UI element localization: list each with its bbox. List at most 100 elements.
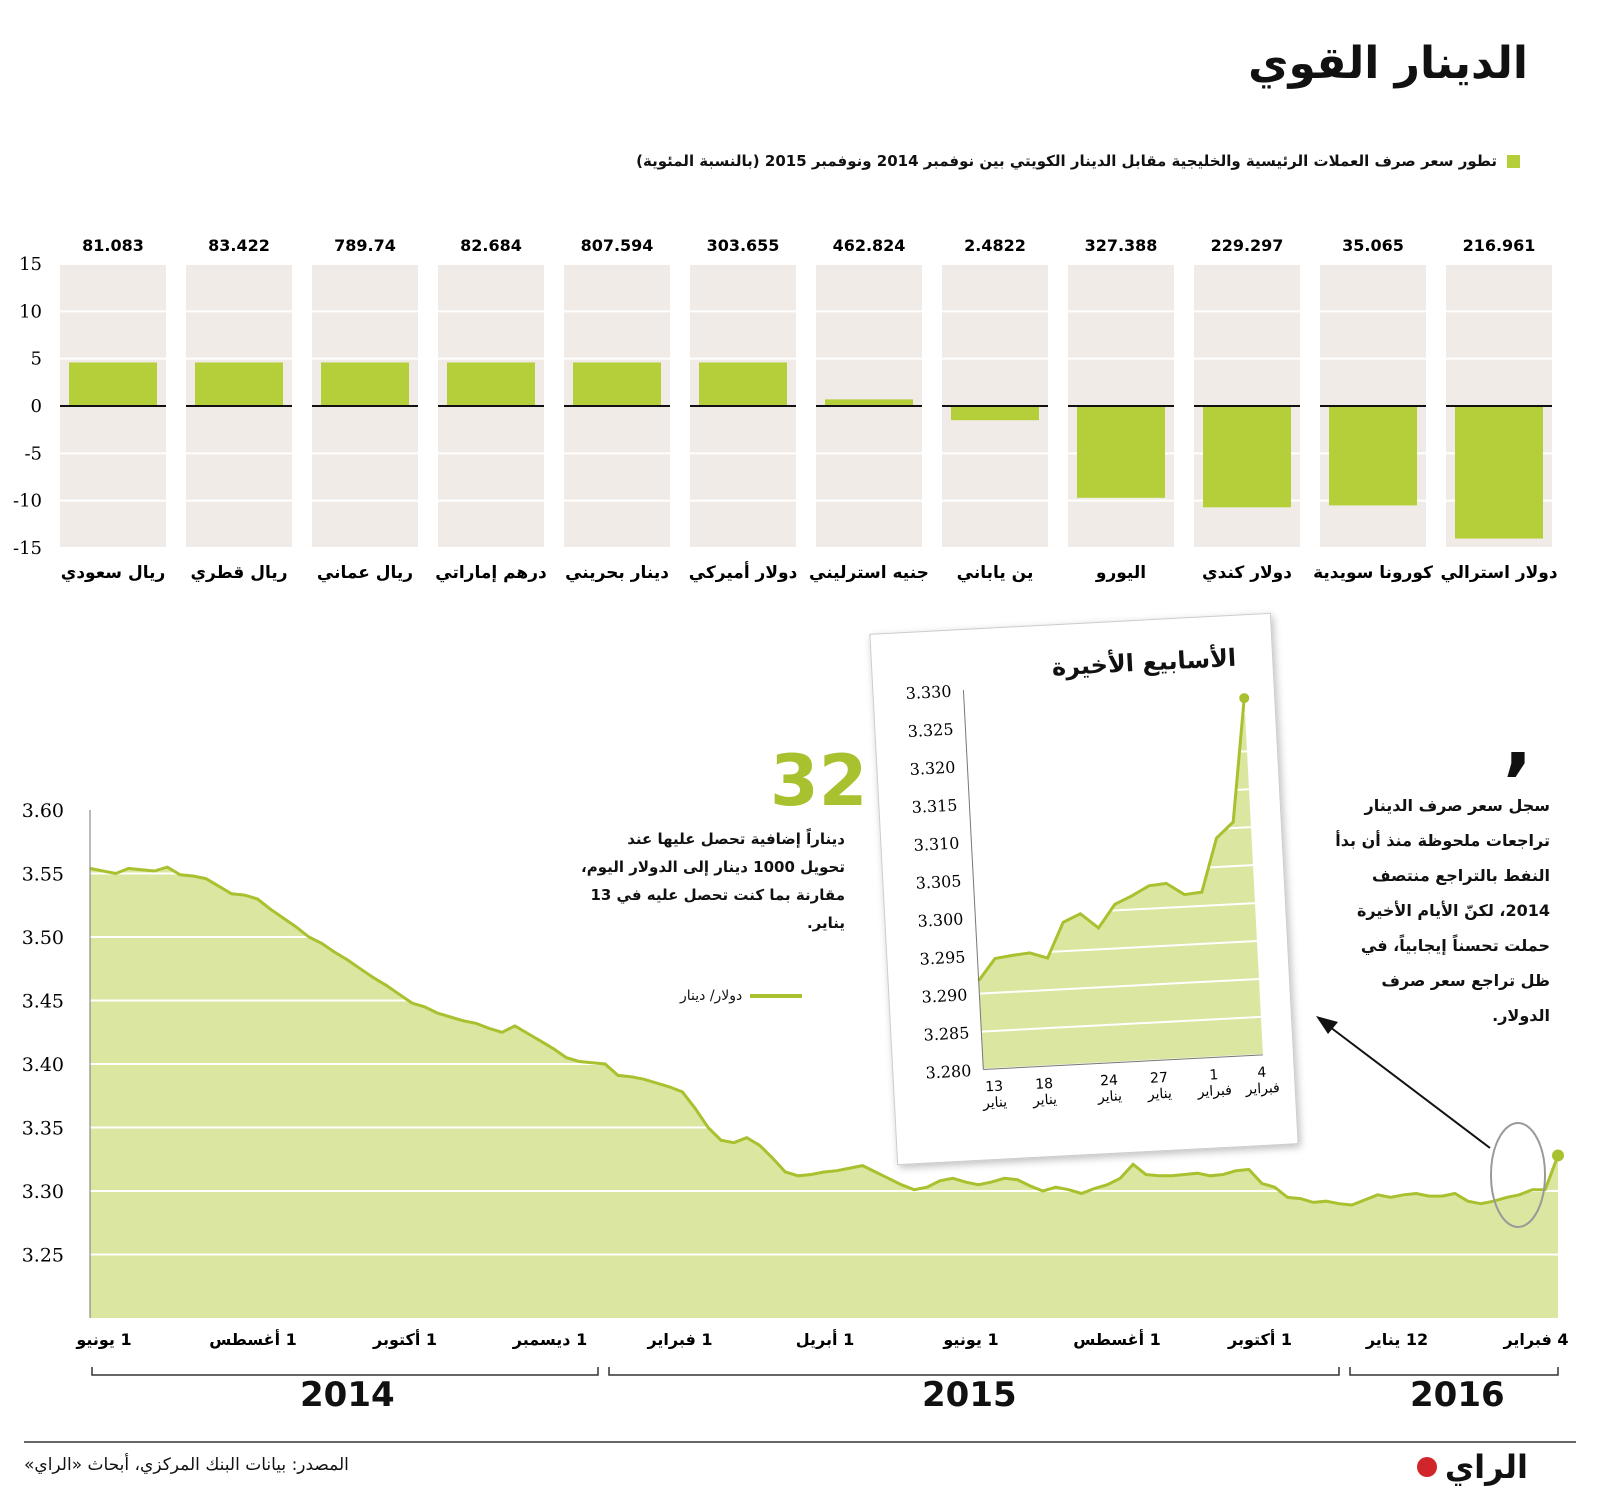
bar-category-label-8: اليورو <box>1095 563 1146 583</box>
legend-square-icon <box>1507 154 1520 168</box>
bar-chart-subtitle: تطور سعر صرف العملات الرئيسية والخليجية … <box>636 152 1520 170</box>
year-label-2015: 2015 <box>922 1375 1017 1415</box>
year-bracket-0 <box>91 1367 599 1376</box>
inset-ytick-label: 3.315 <box>911 796 958 817</box>
bar-5 <box>699 362 787 406</box>
bar-rate-label-5: 303.655 <box>707 236 780 255</box>
bar-10 <box>1329 406 1417 506</box>
inset-ytick-label: 3.280 <box>925 1061 972 1082</box>
line-xtick-label: 1 أكتوبر <box>1227 1329 1292 1349</box>
inset-gridline <box>975 902 1256 919</box>
bar-ytick-label: 0 <box>31 396 42 417</box>
line-xtick-label: 1 أغسطس <box>209 1329 297 1349</box>
inset-series <box>977 698 1246 982</box>
inset-gridline <box>981 1015 1261 1033</box>
bar-rate-label-8: 327.388 <box>1085 236 1158 255</box>
line-ytick-label: 3.60 <box>22 800 64 822</box>
inset-xtick-label: 27يناير <box>1146 1070 1173 1103</box>
bar-rate-label-9: 229.297 <box>1211 236 1284 255</box>
line-xtick-label: 1 أبريل <box>796 1329 854 1349</box>
bar-rate-label-11: 216.961 <box>1463 236 1536 255</box>
bar-ytick-label: 10 <box>19 301 42 322</box>
line-xtick-label: 1 ديسمبر <box>512 1330 587 1349</box>
line-ytick-label: 3.35 <box>22 1118 64 1140</box>
year-bracket-2 <box>1349 1367 1559 1376</box>
line-end-point <box>1552 1149 1564 1162</box>
bar-ytick-label: -5 <box>24 443 42 464</box>
bar-rate-label-6: 462.824 <box>833 236 906 255</box>
inset-gridline <box>973 864 1254 881</box>
recent-weeks-inset: الأسابيع الأخيرة 3.330 3.325 3.320 3.315 3.3… <box>869 612 1299 1166</box>
inset-xtick-label: 4فبراير <box>1243 1064 1280 1098</box>
inset-ytick-label: 3.285 <box>923 1023 970 1044</box>
bar-category-label-4: دينار بحريني <box>565 563 669 583</box>
bar-rate-label-4: 807.594 <box>581 236 654 255</box>
inset-ytick-label: 3.305 <box>915 871 962 892</box>
bar-rate-label-10: 35.065 <box>1342 236 1404 255</box>
inset-area <box>978 698 1263 1070</box>
inset-end-point <box>1239 693 1250 704</box>
inset-y-axis <box>962 690 984 1070</box>
bar-chart: 81.083 ريال سعودي 83.422 ريال قطري 789.74 ريا… <box>13 236 1558 583</box>
bar-category-label-1: ريال قطري <box>190 563 287 583</box>
bar-6 <box>825 399 913 406</box>
bar-category-label-10: كورونا سويدية <box>1313 563 1433 583</box>
inset-gridline <box>979 977 1260 995</box>
line-xtick-label: 1 أكتوبر <box>372 1329 437 1349</box>
inset-gridline <box>967 750 1248 767</box>
inset-ytick-label: 3.310 <box>913 833 960 854</box>
inset-xtick-label: 1فبراير <box>1195 1067 1232 1101</box>
bar-rate-label-2: 789.74 <box>334 236 396 255</box>
bar-ytick-label: 15 <box>19 254 42 275</box>
inset-ytick-label: 3.320 <box>909 758 956 779</box>
logo-mark-icon <box>1416 1457 1437 1477</box>
inset-gridline <box>963 674 1244 692</box>
bar-7 <box>951 406 1039 421</box>
line-chart: 3.60 3.55 3.50 3.45 3.40 3.35 3.30 3.25 1 يونيو 1… <box>22 800 1569 1376</box>
logo: الراي <box>1416 1448 1528 1486</box>
line-ytick-label: 3.25 <box>22 1245 64 1267</box>
inset-ytick-label: 3.325 <box>907 720 954 741</box>
logo-text: الراي <box>1444 1448 1528 1486</box>
bar-8 <box>1077 406 1165 498</box>
bar-category-label-6: جنيه استرليني <box>809 563 929 583</box>
inset-ytick-label: 3.300 <box>917 909 964 930</box>
line-xtick-label: 1 يونيو <box>75 1330 131 1349</box>
line-ytick-label: 3.55 <box>22 864 64 886</box>
line-xtick-label: 1 أغسطس <box>1073 1329 1161 1349</box>
bar-ytick-label: 5 <box>31 349 42 370</box>
bar-4 <box>573 362 661 406</box>
inset-x-axis <box>983 1054 1263 1071</box>
bar-11 <box>1455 406 1543 539</box>
bar-rate-label-7: 2.4822 <box>964 236 1026 255</box>
inset-ytick-label: 3.290 <box>921 985 968 1006</box>
bar-2 <box>321 362 409 406</box>
bar-category-label-3: درهم إماراتي <box>435 563 547 583</box>
inset-xtick-label: 13يناير <box>981 1078 1008 1111</box>
bar-0 <box>69 362 157 406</box>
bar-category-label-9: دولار كندي <box>1202 563 1292 583</box>
arrow-line <box>1329 1026 1491 1149</box>
highlight-ellipse <box>1490 1122 1546 1228</box>
pointer-arrow <box>1316 1016 1546 1228</box>
inset-gridline <box>969 788 1250 805</box>
inset-ytick-label: 3.330 <box>905 682 952 703</box>
line-ytick-label: 3.30 <box>22 1181 64 1203</box>
bar-category-label-5: دولار أميركي <box>689 561 798 583</box>
bar-9 <box>1203 406 1291 508</box>
year-label-2016: 2016 <box>1410 1375 1505 1415</box>
inset-ytick-label: 3.295 <box>919 947 966 968</box>
bar-ytick-label: -10 <box>13 491 42 512</box>
bar-category-label-2: ريال عماني <box>317 563 413 583</box>
bar-chart-subtitle-text: تطور سعر صرف العملات الرئيسية والخليجية … <box>636 152 1497 170</box>
bar-3 <box>447 362 535 406</box>
source-note: المصدر: بيانات البنك المركزي، أبحاث «الر… <box>24 1455 349 1475</box>
quote-text: سجل سعر صرف الدينار تراجعات ملحوظة منذ أ… <box>1335 796 1550 1025</box>
legend-line-icon <box>750 994 803 998</box>
line-ytick-label: 3.50 <box>22 927 64 949</box>
inset-gridline <box>971 826 1252 843</box>
line-xtick-label: 1 فبراير <box>646 1330 712 1349</box>
bar-rate-label-3: 82.684 <box>460 236 522 255</box>
highlight-note: ديناراً إضافية تحصل عليها عند تحويل 1000… <box>581 830 845 932</box>
